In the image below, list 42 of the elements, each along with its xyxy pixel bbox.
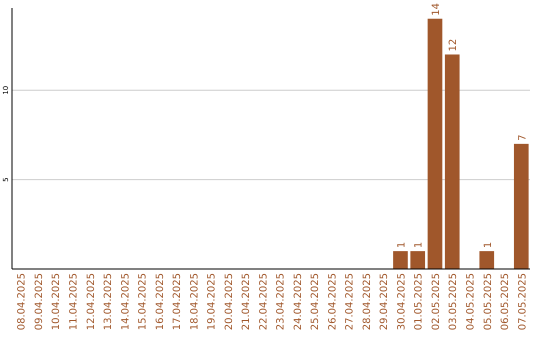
x-tick-label: 02.05.2025 — [430, 273, 442, 330]
x-tick-label: 20.04.2025 — [224, 273, 235, 330]
x-tick-label: 01.05.2025 — [414, 273, 425, 330]
x-tick-label: 13.04.2025 — [103, 273, 114, 330]
x-tick-label: 15.04.2025 — [138, 273, 149, 330]
x-tick-label: 18.04.2025 — [189, 273, 200, 330]
x-tick-label: 28.04.2025 — [362, 273, 373, 330]
x-tick-label: 08.04.2025 — [16, 273, 28, 330]
x-tick-label: 25.04.2025 — [310, 273, 322, 330]
data-label: 12 — [448, 38, 460, 52]
bar — [444, 54, 460, 269]
x-tick-label: 04.05.2025 — [466, 273, 476, 330]
x-tick-label: 09.04.2025 — [34, 273, 45, 330]
x-tick-label: 29.04.2025 — [379, 273, 390, 330]
x-tick-label: 10.04.2025 — [51, 273, 62, 330]
data-label: 1 — [414, 242, 425, 248]
x-tick-label: 24.04.2025 — [292, 273, 304, 330]
x-tick-label: 06.05.2025 — [500, 273, 512, 330]
bar — [410, 251, 426, 269]
bar — [393, 251, 408, 269]
x-tick-label: 22.04.2025 — [258, 273, 270, 330]
bar — [479, 251, 494, 269]
x-tick-label: 03.05.2025 — [448, 273, 460, 330]
data-label: 7 — [517, 134, 528, 141]
x-tick-label: 17.04.2025 — [172, 273, 184, 330]
bar — [428, 18, 442, 269]
x-tick-label: 27.04.2025 — [344, 273, 356, 330]
bar — [514, 144, 529, 269]
x-tick-label: 19.04.2025 — [206, 273, 218, 330]
data-label: 1 — [482, 242, 494, 248]
x-tick-label: 30.04.2025 — [396, 273, 408, 330]
x-tick-label: 11.04.2025 — [68, 273, 80, 330]
data-label: 1 — [396, 242, 408, 248]
data-label: 14 — [430, 2, 442, 16]
x-tick-label: 07.05.2025 — [517, 273, 528, 330]
x-tick-label: 21.04.2025 — [241, 273, 252, 330]
x-tick-label: 26.04.2025 — [327, 273, 338, 330]
x-tick-label: 12.04.2025 — [86, 273, 97, 330]
x-tick-label: 16.04.2025 — [154, 273, 166, 330]
x-tick-label: 05.05.2025 — [482, 273, 494, 330]
x-tick-label: 14.04.2025 — [120, 273, 132, 330]
x-tick-label: 23.04.2025 — [276, 273, 287, 330]
